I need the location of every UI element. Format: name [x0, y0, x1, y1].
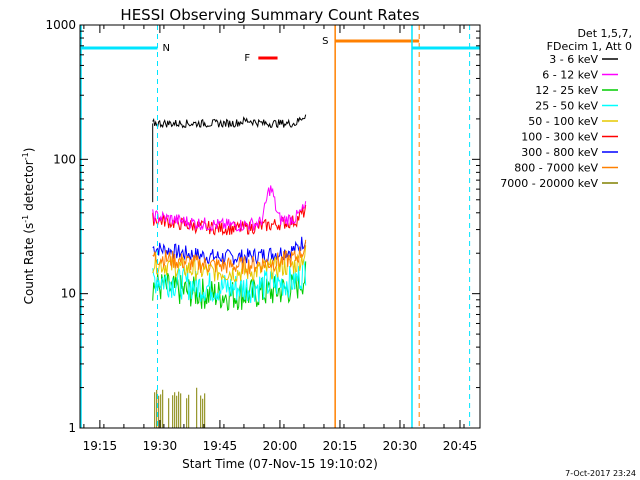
- legend-label: 50 - 100 keV: [528, 115, 598, 128]
- legend-label: 6 - 12 keV: [542, 69, 598, 82]
- x-tick-label: 19:45: [203, 439, 238, 453]
- x-tick-label: 20:45: [443, 439, 478, 453]
- legend-header-decimation: FDecim 1, Att 0: [547, 40, 632, 53]
- x-tick-label: 19:15: [83, 439, 118, 453]
- y-axis-ticks: 1 10 100 1000: [45, 18, 480, 435]
- legend-label: 25 - 50 keV: [535, 100, 598, 113]
- legend-label: 12 - 25 keV: [535, 84, 598, 97]
- series-line-4: [152, 245, 307, 283]
- night-flag-label: N: [162, 43, 169, 54]
- x-axis-label: Start Time (07-Nov-15 19:10:02): [182, 457, 378, 471]
- x-axis-ticks: 19:15 19:30 19:45 20:00 20:15 20:30 20:45: [83, 25, 478, 453]
- chart-title: HESSI Observing Summary Count Rates: [120, 6, 419, 24]
- series-line-3: [152, 259, 307, 304]
- y-tick-label: 10: [61, 287, 76, 301]
- legend: 3 - 6 keV 6 - 12 keV 12 - 25 keV 25 - 50 ke…: [500, 53, 618, 190]
- y-tick-label: 100: [53, 152, 76, 166]
- y-axis-label-mid: detector: [22, 160, 36, 215]
- series-line-7: [152, 239, 307, 276]
- x-tick-label: 20:15: [323, 439, 358, 453]
- series-line-2: [152, 261, 307, 312]
- legend-label: 3 - 6 keV: [549, 53, 598, 66]
- series-line-8: [154, 387, 206, 428]
- x-tick-label: 20:30: [383, 439, 418, 453]
- y-tick-label: 1000: [45, 18, 76, 32]
- y-axis-label-exp1: -1: [21, 215, 30, 223]
- flare-flag-label: F: [244, 53, 250, 64]
- legend-label: 100 - 300 keV: [521, 131, 598, 144]
- series-curves: [152, 114, 307, 428]
- saa-flag-label: S: [322, 36, 328, 47]
- y-axis-label-exp2: -1: [21, 152, 30, 160]
- series-line-6: [152, 236, 307, 265]
- y-axis-label-end: ): [22, 148, 36, 153]
- footer-timestamp: 7-Oct-2017 23:24: [565, 469, 636, 478]
- x-tick-label: 19:30: [143, 439, 178, 453]
- series-line-0: [152, 114, 307, 129]
- x-tick-label: 20:00: [263, 439, 298, 453]
- legend-header-detectors: Det 1,5,7,: [577, 27, 632, 40]
- y-axis-label-main: Count Rate (s: [22, 223, 36, 305]
- y-axis-label: Count Rate (s-1 detector-1): [21, 148, 36, 305]
- y-tick-label: 1: [68, 421, 76, 435]
- legend-label: 300 - 800 keV: [521, 146, 598, 159]
- series-line-1: [152, 185, 307, 233]
- legend-label: 800 - 7000 keV: [514, 162, 598, 175]
- observing-markers: N S F: [80, 25, 480, 428]
- legend-label: 7000 - 20000 keV: [500, 177, 598, 190]
